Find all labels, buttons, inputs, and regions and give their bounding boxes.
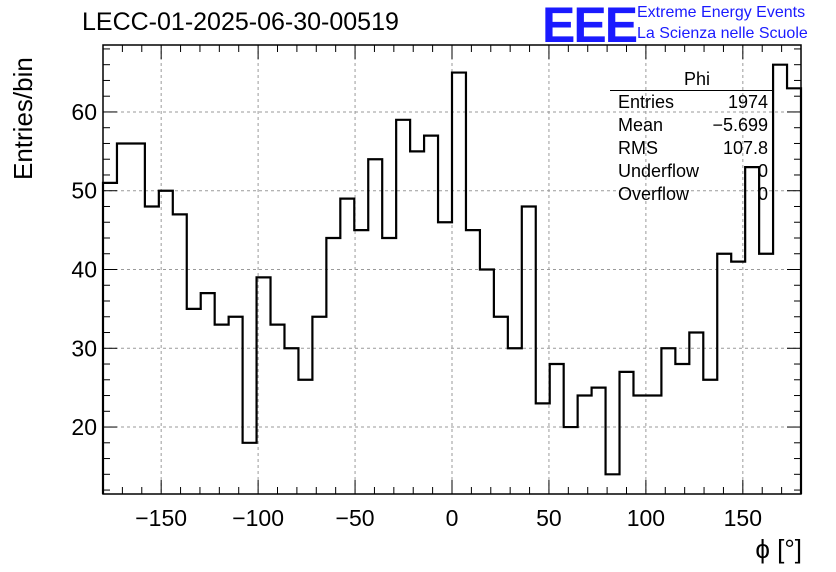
y-tick-label: 50 [71,178,97,204]
logo-line-2: La Scienza nelle Scuole [637,25,808,42]
logo-line-1: Extreme Energy Events [637,4,806,21]
stats-value: 0 [757,161,768,181]
stats-value: 107.8 [722,138,768,158]
run-title: LECC-01-2025-06-30-00519 [82,8,399,36]
x-axis-label: ϕ [°] [755,534,802,564]
stats-value: 0 [757,184,768,204]
stats-row-entries: Entries 1974 [610,91,774,114]
x-tick-label: 100 [627,505,665,531]
stats-label: Entries [618,92,675,112]
x-tick-label: 0 [446,505,459,531]
x-tick-label: −150 [135,505,187,531]
stats-row-overflow: Overflow 0 [610,183,774,206]
stats-row-mean: Mean −5.699 [610,114,774,137]
stats-label: Mean [618,115,664,135]
x-tick-label: −100 [232,505,284,531]
stats-box: Phi Entries 1974 Mean −5.699 RMS 107.8 U… [610,68,774,206]
y-tick-label: 40 [71,257,97,283]
stats-label: Underflow [618,161,700,181]
x-tick-label: 50 [536,505,562,531]
stats-value: −5.699 [712,115,768,135]
stats-value: 1974 [727,92,768,112]
stats-row-rms: RMS 107.8 [610,137,774,160]
stats-label: Overflow [618,184,690,204]
y-tick-label: 30 [71,335,97,361]
y-tick-label: 20 [71,414,97,440]
stats-row-underflow: Underflow 0 [610,160,774,183]
stats-label: RMS [618,138,658,158]
eee-logo: EEE [542,0,638,53]
x-tick-label: −50 [336,505,375,531]
stats-name: Phi [610,68,774,91]
histogram-outline [101,63,803,494]
y-axis-label: Entries/bin [8,57,38,180]
logo-text: Extreme Energy Events La Scienza nelle S… [637,2,808,44]
y-tick-label: 60 [71,99,97,125]
x-tick-label: 150 [724,505,762,531]
